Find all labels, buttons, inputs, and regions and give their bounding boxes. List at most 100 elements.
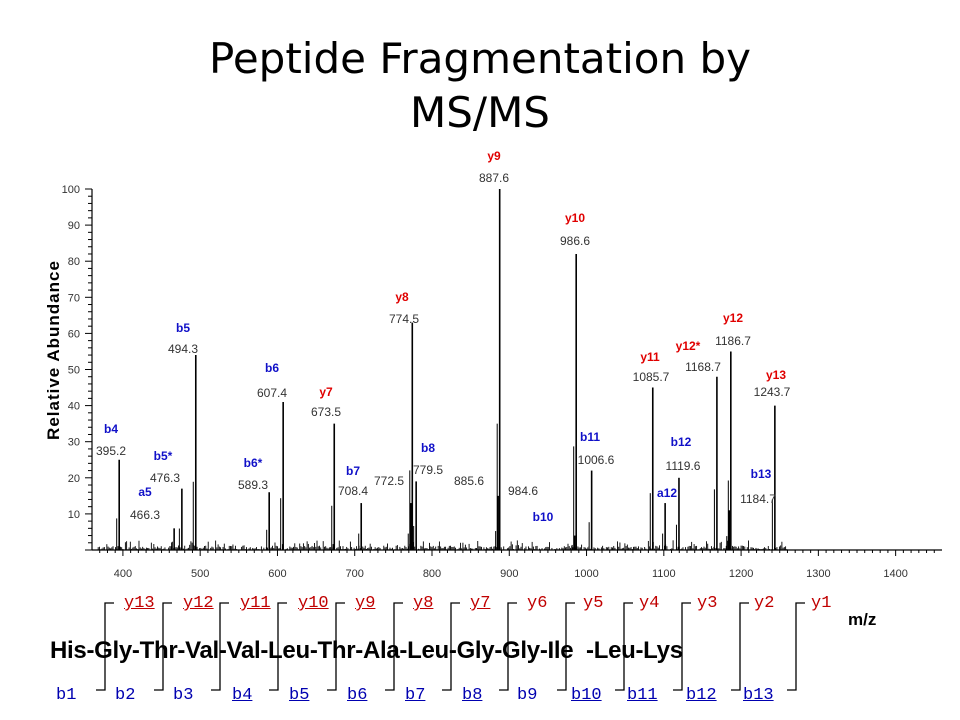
mz-label: 885.6 xyxy=(454,474,484,488)
y-ion-y8: y8 xyxy=(413,594,434,613)
b-ion-b3: b3 xyxy=(173,686,194,705)
mz-label: 986.6 xyxy=(560,234,590,248)
b-ion-b11: b11 xyxy=(627,686,658,705)
ion-label-y7: y7 xyxy=(319,385,333,399)
fragment-brackets xyxy=(96,602,805,691)
ion-label-a5: a5 xyxy=(138,485,152,499)
ion-label-y13: y13 xyxy=(766,368,786,382)
ion-label-y12-star: y12* xyxy=(676,339,701,353)
y-axis-label: Relative Abundance xyxy=(44,260,63,440)
cleavage-bracket xyxy=(269,602,287,691)
b-ion-b4: b4 xyxy=(232,686,253,705)
mz-label: 494.3 xyxy=(168,342,198,356)
y-tick-label: 10 xyxy=(68,509,80,521)
y-tick-label: 20 xyxy=(68,473,80,485)
x-tick-label: 1200 xyxy=(729,568,753,580)
x-tick-label: 1400 xyxy=(883,568,907,580)
cleavage-bracket xyxy=(385,602,403,691)
peak-bars xyxy=(116,189,776,550)
x-axis-label: m/z xyxy=(848,610,877,629)
page-title: Peptide Fragmentation by MS/MS xyxy=(0,32,960,140)
mz-label: 887.6 xyxy=(479,171,509,185)
b-ion-b13: b13 xyxy=(743,686,774,705)
mz-label: 1184.7 xyxy=(740,492,776,506)
mz-label: 466.3 xyxy=(130,508,160,522)
ion-label-y8: y8 xyxy=(395,290,409,304)
ion-label-y11: y11 xyxy=(640,350,660,364)
ion-label-b6: b6 xyxy=(265,361,279,375)
y-ion-y12: y12 xyxy=(183,594,214,613)
ion-label-b11: b11 xyxy=(580,430,600,444)
y-tick-label: 40 xyxy=(68,401,80,413)
mz-label: 779.5 xyxy=(413,463,443,477)
cleavage-bracket xyxy=(442,602,460,691)
y-ion-y2: y2 xyxy=(754,594,775,613)
cleavage-bracket xyxy=(211,602,229,691)
mz-label: 774.5 xyxy=(389,312,419,326)
ion-label-b6-star: b6* xyxy=(244,456,263,470)
title-line-1: Peptide Fragmentation by xyxy=(209,34,751,83)
y-ion-y11: y11 xyxy=(240,594,271,613)
y-tick-label: 70 xyxy=(68,292,80,304)
mz-label: 395.2 xyxy=(96,444,126,458)
x-tick-label: 500 xyxy=(191,568,209,580)
mz-label: 1168.7 xyxy=(685,360,721,374)
b-ion-b8: b8 xyxy=(462,686,483,705)
baseline-noise xyxy=(97,540,788,550)
x-tick-label: 800 xyxy=(423,568,441,580)
mz-label: 476.3 xyxy=(150,471,180,485)
ion-label-b4: b4 xyxy=(104,422,118,436)
cleavage-bracket xyxy=(327,602,345,691)
y-ion-y13: y13 xyxy=(124,594,155,613)
x-tick-label: 1300 xyxy=(806,568,830,580)
b-ion-b6: b6 xyxy=(347,686,368,705)
x-tick-label: 900 xyxy=(500,568,518,580)
cleavage-bracket xyxy=(673,602,691,691)
ion-label-b13: b13 xyxy=(751,467,772,481)
cleavage-bracket xyxy=(787,602,805,691)
x-tick-label: 1000 xyxy=(574,568,598,580)
ion-label-a12: a12 xyxy=(657,486,677,500)
x-tick-label: 600 xyxy=(268,568,286,580)
ion-label-b5: b5 xyxy=(176,321,190,335)
mz-label: 1006.6 xyxy=(578,453,615,467)
y-ion-y9: y9 xyxy=(355,594,376,613)
ion-label-y9: y9 xyxy=(487,149,501,163)
y-ion-y6: y6 xyxy=(527,594,548,613)
x-tick-label: 400 xyxy=(114,568,132,580)
ion-label-b12: b12 xyxy=(671,435,692,449)
mz-label: 607.4 xyxy=(257,386,287,400)
mz-label: 1243.7 xyxy=(754,385,791,399)
b-ion-b10: b10 xyxy=(571,686,602,705)
y-tick-label: 60 xyxy=(68,328,80,340)
y-ion-y4: y4 xyxy=(639,594,660,613)
y-ion-y7: y7 xyxy=(470,594,491,613)
y-ion-y10: y10 xyxy=(298,594,329,613)
mz-label: 1119.6 xyxy=(666,459,701,473)
mz-label: 1085.7 xyxy=(633,370,670,384)
mz-label: 772.5 xyxy=(374,474,404,488)
mz-label: 984.6 xyxy=(508,484,538,498)
x-tick-label: 1100 xyxy=(652,568,676,580)
cleavage-bracket xyxy=(557,602,575,691)
mz-label: 589.3 xyxy=(238,478,268,492)
ion-label-y10: y10 xyxy=(565,211,585,225)
y-tick-label: 30 xyxy=(68,437,80,449)
ion-label-b8: b8 xyxy=(421,441,435,455)
b-ion-b12: b12 xyxy=(686,686,717,705)
peptide-sequence: His-Gly-Thr-Val-Val-Leu-Thr-Ala-Leu-Gly-… xyxy=(50,637,683,664)
y-tick-label: 50 xyxy=(68,365,80,377)
axes: 10 20 30 40 50 60 70 80 90 100 400 500 600 700 800 900 1… xyxy=(62,184,942,580)
b-ion-b7: b7 xyxy=(405,686,426,705)
y-tick-label: 90 xyxy=(68,220,80,232)
ion-label-b5-star: b5* xyxy=(154,449,173,463)
x-tick-label: 700 xyxy=(346,568,364,580)
ion-label-y12: y12 xyxy=(723,311,743,325)
y-tick-label: 100 xyxy=(62,184,80,196)
y-ion-y3: y3 xyxy=(697,594,718,613)
b-ion-b1: b1 xyxy=(56,686,77,705)
cleavage-bracket xyxy=(731,602,749,691)
b-ion-b2: b2 xyxy=(115,686,136,705)
mz-label: 1186.7 xyxy=(715,334,751,348)
